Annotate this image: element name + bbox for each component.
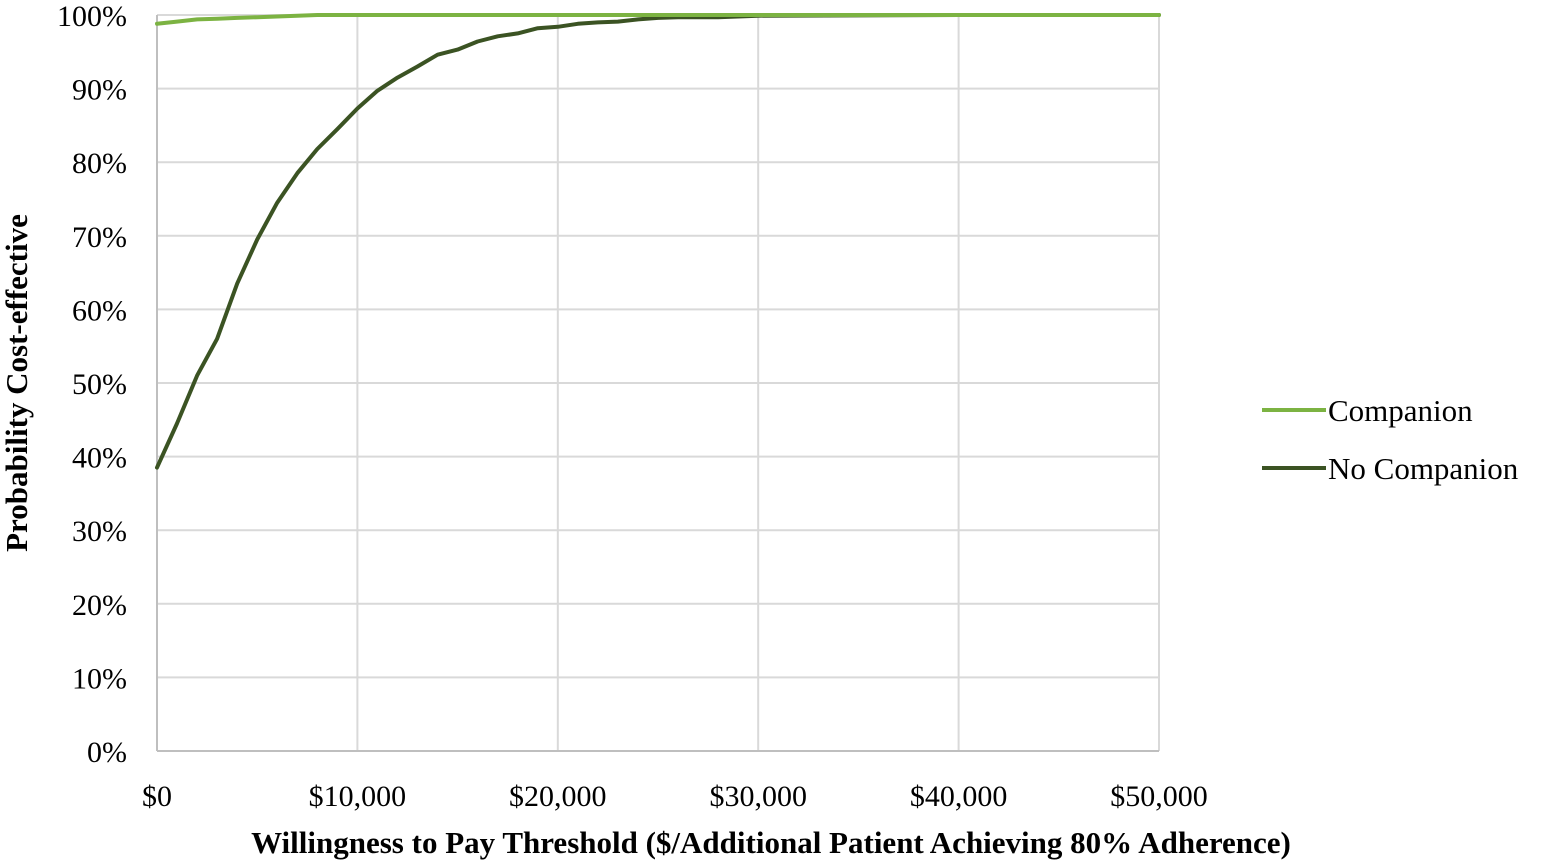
y-tick-label: 10%: [72, 662, 127, 695]
x-tick-label: $50,000: [1110, 780, 1208, 813]
x-tick-labels: $0 $10,000 $20,000 $30,000 $40,000 $50,000: [142, 780, 1208, 813]
y-tick-label: 80%: [72, 147, 127, 180]
legend-label-companion: Companion: [1328, 393, 1473, 428]
y-tick-label: 60%: [72, 294, 127, 327]
y-axis-title: Probability Cost-effective: [0, 214, 34, 552]
x-tick-label: $20,000: [509, 780, 607, 813]
x-tick-label: $40,000: [910, 780, 1008, 813]
y-tick-label: 40%: [72, 442, 127, 475]
y-tick-label: 30%: [72, 515, 127, 548]
axes: [156, 15, 1159, 752]
y-tick-label: 50%: [72, 368, 127, 401]
legend-label-no-companion: No Companion: [1328, 451, 1519, 486]
y-tick-labels: 0% 10% 20% 30% 40% 50% 60% 70% 80% 90% 100%: [57, 0, 127, 769]
series-line-companion: [155, 13, 1161, 26]
series-lines: [155, 13, 1161, 470]
y-tick-label: 100%: [57, 0, 127, 33]
series-line-no-companion: [155, 13, 1161, 470]
y-tick-label: 90%: [72, 74, 127, 107]
x-tick-label: $0: [142, 780, 172, 813]
y-tick-label: 70%: [72, 221, 127, 254]
x-tick-label: $10,000: [309, 780, 407, 813]
gridlines: [157, 14, 1160, 751]
x-axis-title: Willingness to Pay Threshold ($/Addition…: [251, 825, 1291, 860]
y-tick-label: 0%: [87, 736, 127, 769]
y-tick-label: 20%: [72, 589, 127, 622]
legend: Companion No Companion: [1262, 393, 1519, 486]
x-tick-label: $30,000: [709, 780, 807, 813]
